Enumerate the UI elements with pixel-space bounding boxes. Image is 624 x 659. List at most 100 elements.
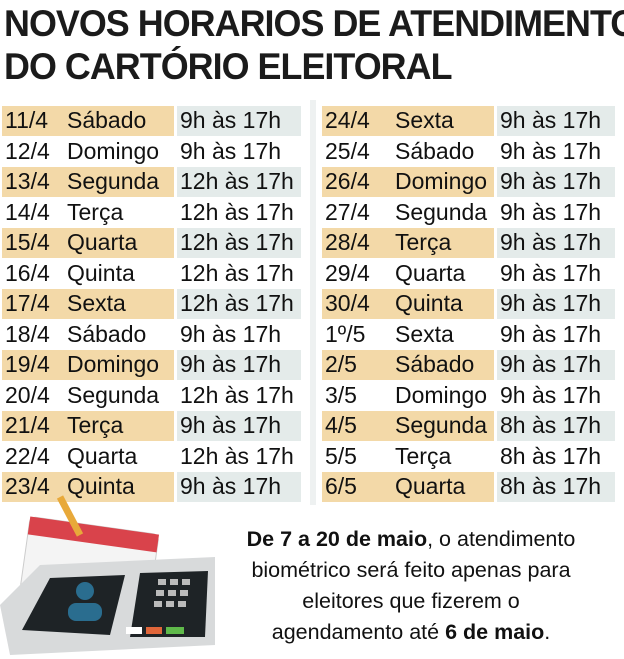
date-cell: 11/4: [2, 106, 64, 136]
schedule-row: 5/5 Terça 8h às 17h: [322, 441, 615, 471]
weekday-cell: Sábado: [395, 137, 475, 164]
schedule-row: 28/4 Terça 9h às 17h: [322, 228, 615, 258]
hours-cell: 9h às 17h: [174, 472, 301, 502]
date-cell: 20/4: [5, 381, 50, 408]
hours-cell: 9h às 17h: [494, 319, 615, 349]
hours-cell: 12h às 17h: [174, 197, 301, 227]
weekday-cell: Segunda: [392, 411, 494, 441]
schedule-row: 11/4 Sábado 9h às 17h: [2, 106, 301, 136]
hours-cell: 9h às 17h: [494, 289, 615, 319]
weekday-cell: Sexta: [392, 106, 494, 136]
weekday-cell: Terça: [64, 411, 174, 441]
schedule-row: 19/4 Domingo 9h às 17h: [2, 350, 301, 380]
schedule-row: 3/5 Domingo 9h às 17h: [322, 380, 615, 410]
date-cell: 19/4: [2, 350, 64, 380]
date-cell: 27/4: [325, 198, 370, 225]
schedule-row: 23/4 Quinta 9h às 17h: [2, 472, 301, 502]
hours-cell: 12h às 17h: [174, 289, 301, 319]
schedule-row: 26/4 Domingo 9h às 17h: [322, 167, 615, 197]
hours-cell: 8h às 17h: [494, 472, 615, 502]
date-cell: 18/4: [5, 320, 50, 347]
hours-cell: 12h às 17h: [174, 380, 301, 410]
weekday-cell: Segunda: [67, 381, 160, 408]
weekday-cell: Terça: [67, 198, 124, 225]
title: NOVOS HORARIOS DE ATENDIMENTO DO CARTÓRI…: [4, 2, 624, 88]
hours-cell: 9h às 17h: [494, 258, 615, 288]
key-white: [126, 627, 142, 634]
weekday-cell: Sábado: [64, 106, 174, 136]
weekday-cell: Quarta: [67, 442, 138, 469]
hours-cell: 9h às 17h: [494, 167, 615, 197]
schedule-row: 15/4 Quarta 12h às 17h: [2, 228, 301, 258]
schedule-table: 24/4 Sexta 9h às 17h 25/4 Sábado 9h às 17h 26/…: [322, 105, 615, 503]
hours-cell: 9h às 17h: [494, 380, 615, 410]
date-cell: 28/4: [322, 228, 392, 258]
weekday-cell: Domingo: [395, 381, 488, 408]
title-line: NOVOS HORARIOS DE ATENDIMENTO: [4, 3, 624, 44]
schedule-row: 22/4 Quarta 12h às 17h: [2, 441, 301, 471]
pencil: [56, 495, 84, 537]
weekday-cell: Sexta: [64, 289, 174, 319]
schedule-row: 24/4 Sexta 9h às 17h: [322, 106, 615, 136]
date-cell: 22/4: [5, 442, 50, 469]
date-cell: 14/4: [5, 198, 50, 225]
schedule-row: 13/4 Segunda 12h às 17h: [2, 167, 301, 197]
weekday-cell: Domingo: [392, 167, 494, 197]
weekday-cell: Quarta: [392, 472, 494, 502]
weekday-cell: Domingo: [67, 137, 160, 164]
date-cell: 3/5: [325, 381, 357, 408]
date-cell: 24/4: [322, 106, 392, 136]
schedule-row: 6/5 Quarta 8h às 17h: [322, 472, 615, 502]
hours-cell: 12h às 17h: [174, 167, 301, 197]
schedule-row: 18/4 Sábado 9h às 17h: [2, 319, 301, 349]
hours-cell: 8h às 17h: [494, 411, 615, 441]
screen-icon: [76, 582, 94, 600]
date-cell: 15/4: [2, 228, 64, 258]
footer-text: , o atendimento biométrico será feito ap…: [251, 527, 576, 644]
key-green: [166, 627, 184, 634]
date-cell: 25/4: [325, 137, 370, 164]
weekday-cell: Quarta: [395, 259, 466, 286]
schedule-table: 11/4 Sábado 9h às 17h 12/4 Domingo 9h às 17h 1…: [2, 105, 301, 503]
weekday-cell: Quarta: [64, 228, 174, 258]
key-orange: [146, 627, 162, 634]
weekday-cell: Sexta: [395, 320, 454, 347]
hours-cell: 9h às 17h: [174, 411, 301, 441]
hours-cell: 9h às 17h: [494, 350, 615, 380]
date-cell: 26/4: [322, 167, 392, 197]
schedule-row: 1º/5 Sexta 9h às 17h: [322, 319, 615, 349]
date-cell: 16/4: [5, 259, 50, 286]
screen-icon: [68, 603, 102, 621]
date-cell: 13/4: [2, 167, 64, 197]
weekday-cell: Sábado: [392, 350, 494, 380]
hours-cell: 12h às 17h: [174, 258, 301, 288]
schedule-row: 21/4 Terça 9h às 17h: [2, 411, 301, 441]
hours-cell: 8h às 17h: [494, 441, 615, 471]
hours-cell: 9h às 17h: [494, 106, 615, 136]
weekday-cell: Sábado: [67, 320, 147, 347]
hours-cell: 9h às 17h: [494, 197, 615, 227]
schedule-row: 17/4 Sexta 12h às 17h: [2, 289, 301, 319]
date-cell: 21/4: [2, 411, 64, 441]
schedule-row: 14/4 Terça 12h às 17h: [2, 197, 301, 227]
weekday-cell: Quinta: [67, 259, 135, 286]
schedule-row: 27/4 Segunda 9h às 17h: [322, 197, 615, 227]
footer-bold: De 7 a 20 de maio: [246, 527, 428, 551]
separator: [310, 100, 316, 505]
weekday-cell: Terça: [392, 228, 494, 258]
schedule-row: 29/4 Quarta 9h às 17h: [322, 258, 615, 288]
date-cell: 12/4: [5, 137, 50, 164]
weekday-cell: Segunda: [64, 167, 174, 197]
weekday-cell: Quinta: [64, 472, 174, 502]
schedule-row: 2/5 Sábado 9h às 17h: [322, 350, 615, 380]
hours-cell: 12h às 17h: [174, 441, 301, 471]
hours-cell: 9h às 17h: [174, 319, 301, 349]
date-cell: 29/4: [325, 259, 370, 286]
footer-note: De 7 a 20 de maio, o atendimento biométr…: [236, 524, 586, 648]
date-cell: 6/5: [322, 472, 392, 502]
schedule-row: 25/4 Sábado 9h às 17h: [322, 136, 615, 166]
weekday-cell: Quinta: [392, 289, 494, 319]
hours-cell: 9h às 17h: [494, 228, 615, 258]
weekday-cell: Domingo: [64, 350, 174, 380]
weekday-cell: Segunda: [395, 198, 488, 225]
